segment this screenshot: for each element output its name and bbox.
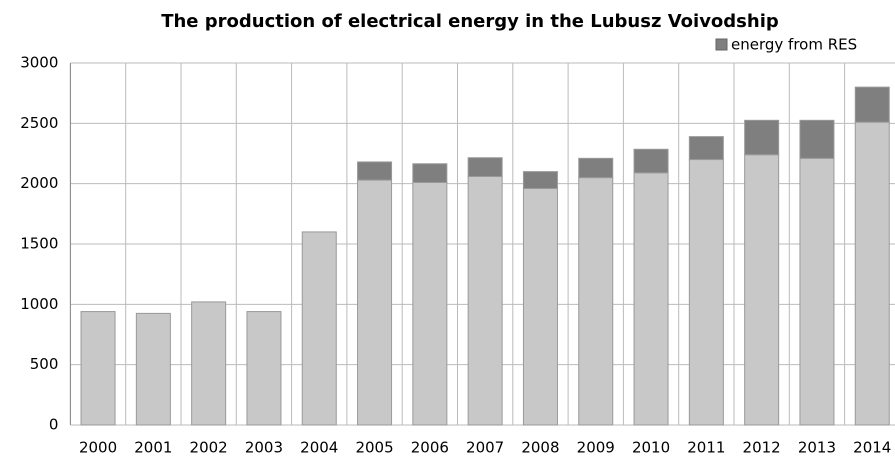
y-tick-label: 0 <box>49 416 59 434</box>
x-tick-label: 2012 <box>743 439 781 457</box>
x-tick-label: 2002 <box>190 439 228 457</box>
bar-segment <box>412 181 448 426</box>
bar-segment <box>744 119 780 156</box>
bar-segment <box>578 157 614 179</box>
y-tick-label: 500 <box>30 355 59 373</box>
bar-segment <box>357 161 393 181</box>
bar-segment <box>301 231 337 426</box>
x-tick-label: 2001 <box>134 439 172 457</box>
x-tick-label: 2011 <box>687 439 725 457</box>
bar-segment <box>854 86 890 123</box>
y-tick-label: 3000 <box>20 54 58 72</box>
bar-segment <box>357 179 393 426</box>
y-tick-label: 2000 <box>20 174 58 192</box>
legend-swatch <box>715 38 728 51</box>
y-tick-label: 1500 <box>20 235 58 253</box>
bar-segment <box>412 163 448 183</box>
x-tick-label: 2000 <box>79 439 117 457</box>
x-tick-label: 2010 <box>632 439 670 457</box>
x-tick-label: 2003 <box>245 439 283 457</box>
bar-segment <box>467 157 503 177</box>
x-tick-label: 2004 <box>300 439 338 457</box>
x-tick-label: 2014 <box>853 439 891 457</box>
bar-segment <box>744 154 780 426</box>
bar-segment <box>246 311 282 426</box>
x-tick-label: 2005 <box>355 439 393 457</box>
bar-segment <box>799 157 835 426</box>
bar-segment <box>80 311 116 426</box>
y-tick-label: 1000 <box>20 295 58 313</box>
bar-segment <box>522 187 558 426</box>
bar-segment <box>854 121 890 426</box>
x-tick-label: 2007 <box>466 439 504 457</box>
y-tick-label: 2500 <box>20 114 58 132</box>
bar-segment <box>135 312 171 426</box>
bar-segment <box>633 172 669 426</box>
bar-segment <box>633 148 669 174</box>
bar-segment <box>688 159 724 426</box>
bar-segment <box>467 175 503 426</box>
x-tick-label: 2009 <box>577 439 615 457</box>
bar-segment <box>799 119 835 159</box>
x-tick-label: 2006 <box>411 439 449 457</box>
x-tick-label: 2013 <box>798 439 836 457</box>
x-tick-label: 2008 <box>521 439 559 457</box>
bar-segment <box>578 177 614 426</box>
bar-segment <box>522 171 558 189</box>
chart-title: The production of electrical energy in t… <box>161 11 779 32</box>
bar-segment <box>688 136 724 161</box>
bar-segment <box>191 301 227 426</box>
legend-label: energy from RES <box>731 36 857 54</box>
